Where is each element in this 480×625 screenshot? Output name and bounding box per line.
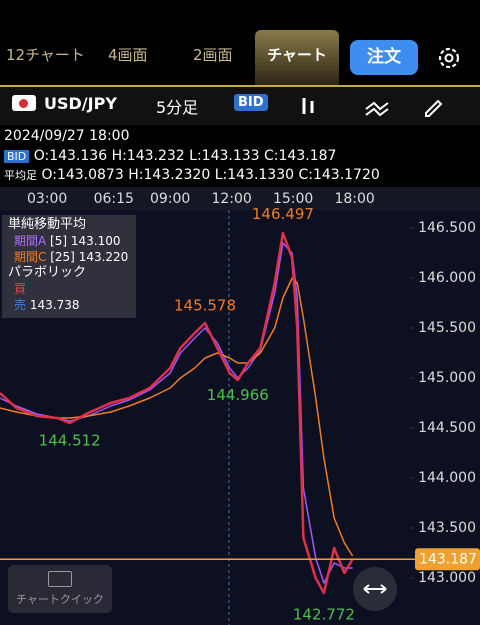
- price-annotation: 145.578: [174, 297, 236, 315]
- legend-period: [5]: [50, 234, 68, 248]
- x-tick-label: 18:00: [334, 191, 374, 207]
- order-button[interactable]: 注文: [350, 40, 418, 75]
- interval-select[interactable]: 5分足: [156, 98, 199, 117]
- x-tick-label: 03:00: [27, 191, 67, 207]
- datetime: 2024/09/27 18:00: [4, 128, 130, 144]
- legend-title: パラボリック: [8, 265, 87, 280]
- legend-title: 単純移動平均: [8, 217, 87, 232]
- legend-label: 期間A: [14, 234, 47, 248]
- value: O:143.136: [33, 148, 108, 164]
- value: H:143.232: [111, 148, 185, 164]
- tag: BID: [4, 150, 30, 163]
- tab-active[interactable]: チャート: [255, 30, 339, 86]
- y-tick-label: 145.000: [418, 370, 476, 386]
- current-price-box: [415, 548, 480, 571]
- price-annotation: 142.772: [293, 605, 355, 623]
- toolbar: USD/JPY 5分足 BID: [0, 87, 480, 125]
- divider: [0, 85, 480, 87]
- quick-label: チャートクイック: [16, 593, 104, 606]
- pair-select[interactable]: USD/JPY: [44, 94, 117, 113]
- x-tick-label: 15:00: [273, 191, 313, 207]
- y-tick-label: 146.500: [418, 220, 476, 236]
- current-price-label: 143.187: [419, 551, 477, 567]
- price-annotation: 144.966: [207, 386, 269, 404]
- price-annotation: 146.497: [252, 205, 314, 223]
- flag: [12, 95, 36, 111]
- value: L:143.133: [189, 148, 260, 164]
- x-tick-label: 12:00: [211, 191, 251, 207]
- legend-label: 買: [14, 282, 27, 296]
- value: C:143.1720: [298, 167, 380, 183]
- value: C:143.187: [264, 148, 337, 164]
- price-annotation: 144.512: [39, 431, 101, 449]
- legend-value: 143.100: [70, 234, 121, 248]
- tab[interactable]: 2画面: [193, 46, 233, 64]
- toolbar-icons[interactable]: [296, 93, 476, 119]
- settings-icon[interactable]: [436, 45, 462, 71]
- legend-label: 期間C: [14, 250, 47, 264]
- y-tick-label: 144.000: [418, 470, 476, 486]
- y-tick-label: 143.000: [418, 570, 476, 586]
- legend-label: 売: [14, 298, 27, 312]
- average-row: 平均足 O:143.0873 H:143.2320 L:143.1330 C:1…: [4, 167, 380, 183]
- x-tick-label: 09:00: [150, 191, 190, 207]
- tab[interactable]: 12チャート: [6, 46, 85, 64]
- legend-value: 143.220: [78, 250, 129, 264]
- label: 平均足: [4, 169, 37, 182]
- value: L:143.1330: [214, 167, 295, 183]
- tab[interactable]: 4画面: [108, 46, 148, 64]
- y-tick-label: 144.500: [418, 420, 476, 436]
- value: H:143.2320: [128, 167, 211, 183]
- quick-button[interactable]: チャートクイック: [8, 565, 112, 613]
- zoom-button[interactable]: [352, 566, 398, 612]
- price-type-select[interactable]: BID: [234, 94, 268, 111]
- x-tick-label: 06:15: [94, 191, 134, 207]
- legend-period: [25]: [50, 250, 75, 264]
- price-line: [0, 231, 354, 595]
- legend: 単純移動平均 期間A [5] 143.100 期間C [25] 143.220 …: [2, 215, 136, 318]
- y-tick-label: 145.500: [418, 320, 476, 336]
- legend-value: 143.738: [29, 298, 80, 312]
- ohlc-row: BID O:143.136 H:143.232 L:143.133 C:143.…: [4, 148, 336, 164]
- value: O:143.0873: [41, 167, 124, 183]
- y-tick-label: 143.500: [418, 520, 476, 536]
- y-tick-label: 146.000: [418, 270, 476, 286]
